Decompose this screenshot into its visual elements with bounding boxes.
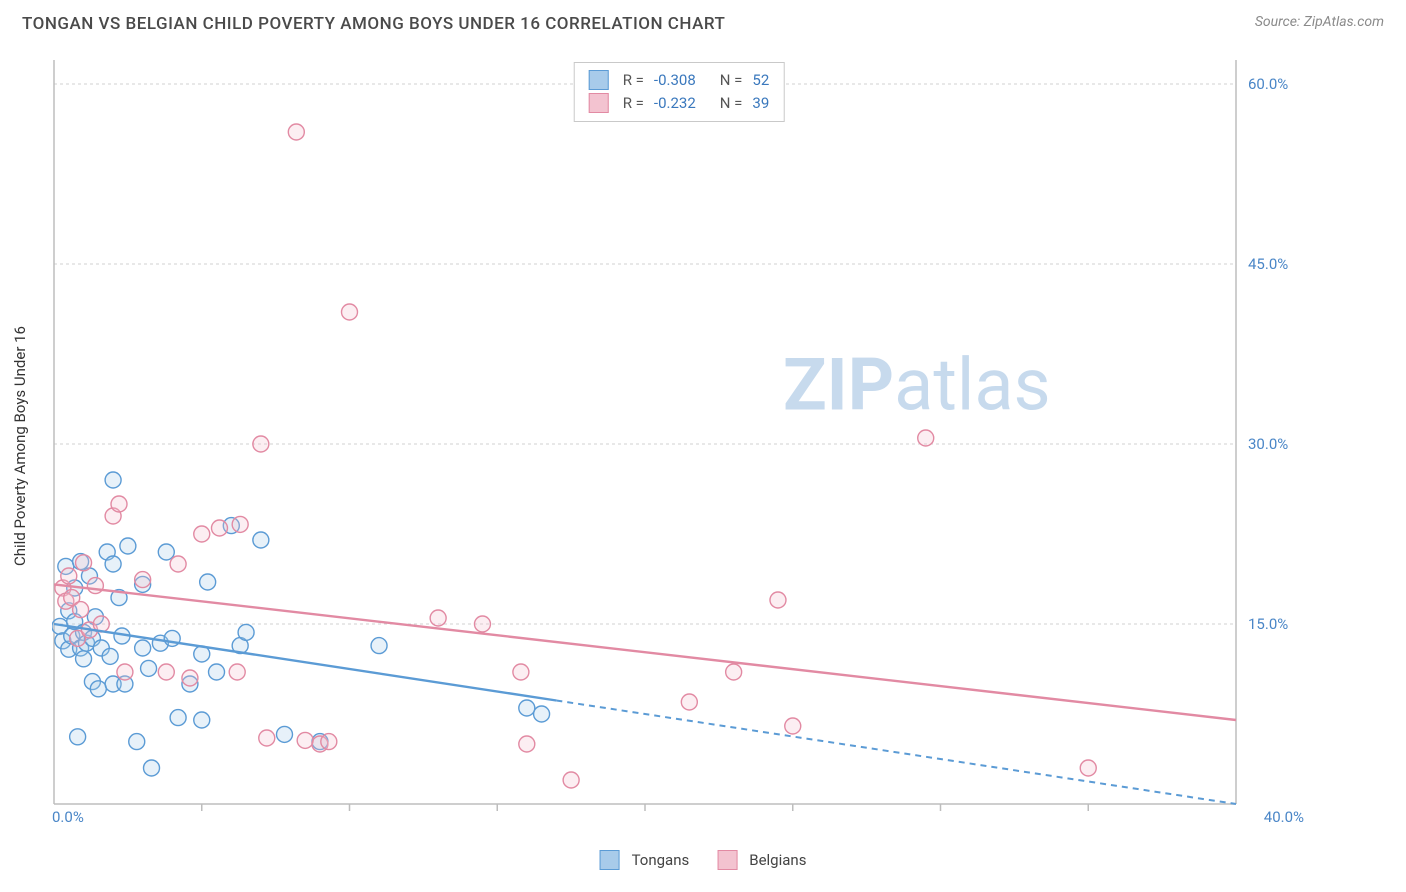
data-point [111,496,127,512]
data-point [182,670,198,686]
data-point [144,760,160,776]
stat-label: R = [623,92,644,115]
data-point [297,732,313,748]
data-point [519,736,535,752]
stats-row: R = -0.308 N = 52 [589,69,770,92]
data-point [371,638,387,654]
data-point [61,568,77,584]
data-point [276,726,292,742]
data-point [918,430,934,446]
legend-label: Belgians [749,851,806,869]
data-point [129,734,145,750]
data-point [70,729,86,745]
legend-label: Tongans [632,851,690,869]
data-point [474,616,490,632]
data-point [726,664,742,680]
correlation-stats-box: R = -0.308 N = 52 R = -0.232 N = 39 [574,62,785,122]
data-point [430,610,446,626]
series-legend: Tongans Belgians [600,850,807,870]
swatch-icon [717,850,737,870]
data-point [342,304,358,320]
data-point [102,648,118,664]
data-point [1080,760,1096,776]
data-point [76,651,92,667]
x-tick-label: 0.0% [52,808,84,822]
data-point [200,574,216,590]
data-point [170,556,186,572]
swatch-icon [589,70,609,90]
data-point [519,700,535,716]
data-point [321,734,337,750]
data-point [513,664,529,680]
y-tick-label: 30.0% [1248,435,1288,453]
data-point [105,472,121,488]
data-point [194,526,210,542]
data-point [211,520,227,536]
source-credit: Source: ZipAtlas.com [1255,14,1384,30]
data-point [120,538,136,554]
stat-label: N = [720,69,743,92]
data-point [135,572,151,588]
data-point [534,706,550,722]
y-axis-label: Child Poverty Among Boys Under 16 [11,326,29,566]
legend-item: Tongans [600,850,690,870]
data-point [105,556,121,572]
legend-item: Belgians [717,850,806,870]
data-point [785,718,801,734]
stats-row: R = -0.232 N = 39 [589,92,770,115]
data-point [90,681,106,697]
stat-r-value: -0.308 [654,69,696,92]
data-point [73,602,89,618]
swatch-icon [589,93,609,113]
stat-label: R = [623,69,644,92]
data-point [288,124,304,140]
stat-n-value: 52 [752,69,769,92]
stat-label: N = [720,92,743,115]
data-point [76,555,92,571]
data-point [563,772,579,788]
data-point [259,730,275,746]
y-tick-label: 60.0% [1248,75,1288,93]
y-tick-label: 45.0% [1248,255,1288,273]
data-point [87,578,103,594]
data-point [135,640,151,656]
data-point [158,544,174,560]
data-point [681,694,697,710]
data-point [194,712,210,728]
scatter-plot: 15.0% 30.0% 45.0% 60.0% 0.0% 40.0% ZIPatlas [52,60,1306,822]
swatch-icon [600,850,620,870]
data-point [238,624,254,640]
data-point [232,516,248,532]
watermark: ZIPatlas [783,343,1051,428]
data-point [117,664,133,680]
data-point [253,532,269,548]
stat-r-value: -0.232 [654,92,696,115]
data-point [141,660,157,676]
chart-title: TONGAN VS BELGIAN CHILD POVERTY AMONG BO… [22,14,725,34]
chart-area: 15.0% 30.0% 45.0% 60.0% 0.0% 40.0% ZIPatlas R … [52,60,1306,822]
trend-line-extrapolated [556,701,1236,805]
data-point [770,592,786,608]
data-point [229,664,245,680]
stat-n-value: 39 [752,92,769,115]
data-point [158,664,174,680]
x-tick-label: 40.0% [1264,808,1304,822]
data-point [209,664,225,680]
data-point [253,436,269,452]
data-point [170,710,186,726]
y-tick-label: 15.0% [1248,615,1288,633]
